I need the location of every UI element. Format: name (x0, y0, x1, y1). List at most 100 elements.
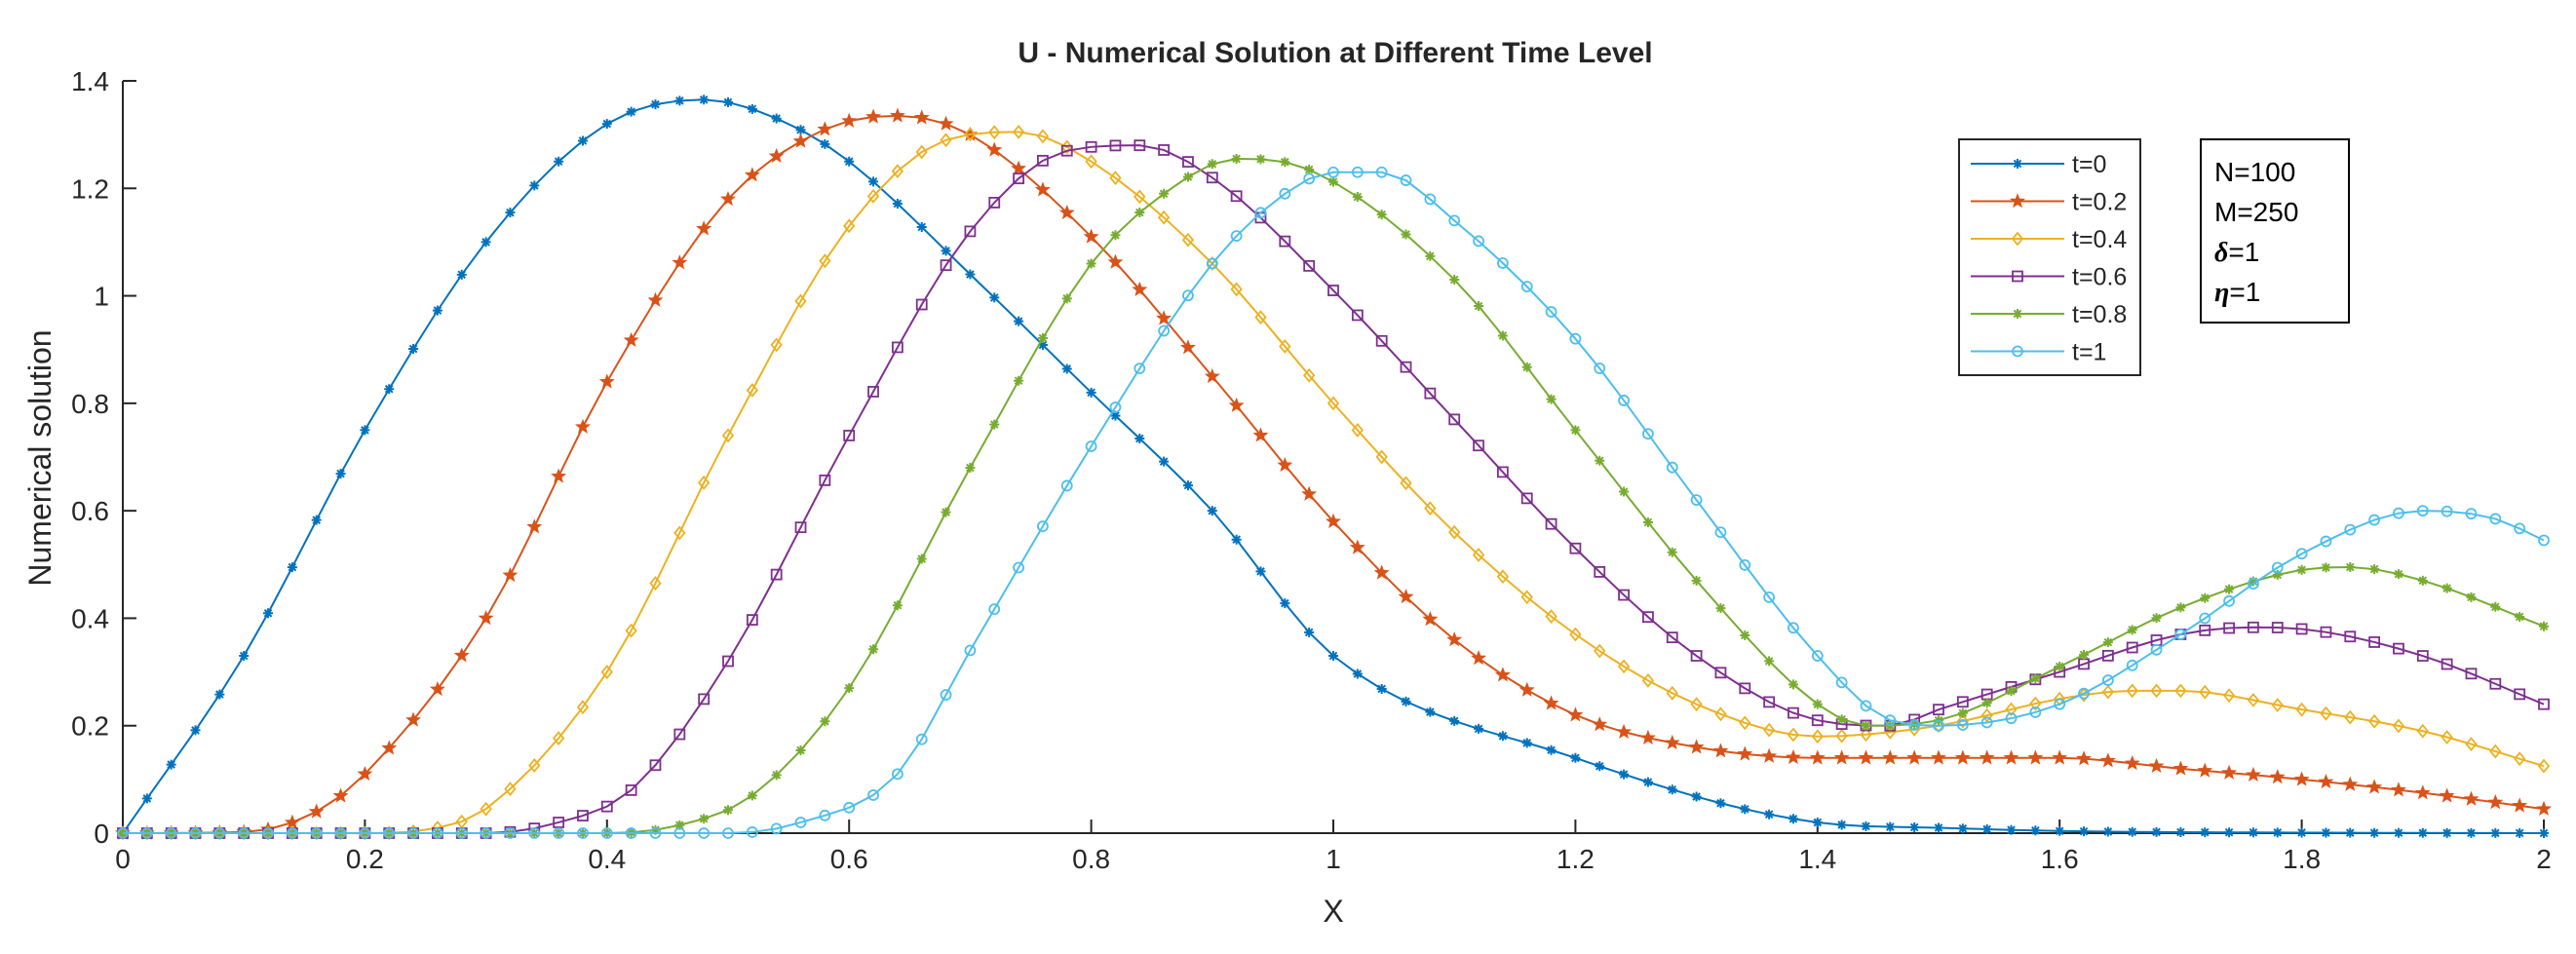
data-point (2271, 622, 2284, 633)
data-point (1690, 494, 1703, 507)
data-point (1159, 456, 1170, 467)
data-point (867, 789, 879, 801)
data-point (1134, 434, 1145, 444)
data-point (432, 827, 443, 839)
data-point (1545, 609, 1557, 624)
y-tick-label: 1 (94, 282, 109, 312)
data-point (2417, 575, 2428, 586)
data-point (2055, 825, 2065, 836)
data-point (1715, 603, 1726, 614)
legend-marker (2010, 193, 2025, 209)
data-point (672, 254, 688, 270)
data-point (2124, 754, 2140, 771)
data-point (552, 731, 565, 746)
data-point (770, 822, 783, 835)
data-point (1981, 823, 1992, 834)
data-point (865, 108, 882, 124)
y-tick-label: 0.2 (71, 711, 109, 742)
data-point (1110, 410, 1121, 421)
data-point (2321, 562, 2331, 573)
legend-entry: t=0.4 (1971, 226, 2127, 253)
data-point (2538, 698, 2550, 710)
data-point (1304, 164, 1315, 174)
data-point (1060, 479, 1073, 492)
data-point (332, 787, 349, 803)
data-point (1666, 461, 1678, 474)
data-point (481, 237, 491, 248)
data-point (2030, 673, 2041, 684)
data-point (1061, 363, 1072, 374)
data-point (357, 765, 373, 782)
data-point (2271, 561, 2284, 574)
data-point (1956, 719, 1969, 731)
data-point (794, 817, 807, 828)
data-point (1496, 466, 1509, 478)
data-point (1352, 192, 1363, 203)
data-point (554, 156, 564, 167)
data-point (2223, 622, 2235, 634)
x-tick-label: 1.8 (2283, 844, 2321, 874)
params-frame (2200, 138, 2350, 324)
data-point (1230, 190, 1243, 203)
data-point (1277, 456, 1293, 473)
data-point (2151, 613, 2162, 624)
legend-label: t=0.4 (2072, 226, 2127, 253)
data-point (2539, 828, 2549, 838)
data-point (1327, 166, 1339, 178)
data-point (965, 463, 976, 474)
x-tick-label: 2 (2536, 844, 2552, 874)
data-point (1567, 706, 1584, 722)
legend-label: t=0.6 (2072, 264, 2127, 291)
data-point (1037, 333, 1048, 344)
data-point (819, 809, 831, 821)
data-point (964, 644, 977, 657)
data-point (553, 827, 565, 839)
data-point (770, 337, 783, 353)
data-point (770, 568, 783, 581)
data-point (1980, 716, 1993, 729)
data-point (746, 826, 758, 838)
data-point (940, 689, 952, 701)
data-point (1764, 809, 1775, 820)
data-point (1715, 798, 1726, 809)
data-point (2393, 827, 2403, 838)
data-point (941, 246, 951, 256)
legend-entry: t=0.2 (1971, 189, 2127, 216)
data-point (2536, 800, 2552, 816)
data-point (1471, 650, 1487, 666)
data-point (1811, 650, 1824, 662)
data-point (1788, 706, 1799, 719)
data-point (1739, 715, 1751, 731)
data-point (1228, 397, 1245, 412)
data-point (2076, 750, 2093, 766)
data-point (722, 655, 734, 668)
legend-label: t=0 (2072, 151, 2106, 178)
data-point (2052, 749, 2068, 765)
data-point (915, 144, 928, 160)
data-point (1861, 720, 1871, 731)
data-point (1400, 476, 1412, 491)
data-point (1254, 310, 1267, 324)
data-point (429, 680, 445, 697)
data-point (1858, 749, 1874, 765)
data-point (794, 293, 807, 309)
data-point (1400, 174, 1412, 186)
data-point (2223, 594, 2235, 607)
data-point (1667, 784, 1677, 795)
data-point (213, 827, 226, 839)
eta-symbol: η (2214, 278, 2229, 308)
data-point (480, 827, 492, 839)
data-point (165, 827, 177, 839)
data-point (819, 253, 831, 269)
data-point (1302, 367, 1316, 383)
data-point (1085, 154, 1097, 170)
data-point (2247, 692, 2260, 707)
x-tick-label: 1.4 (1798, 844, 1836, 874)
data-point (1179, 339, 1196, 355)
data-point (1280, 157, 1290, 168)
data-point (335, 469, 346, 479)
data-point (1252, 427, 1269, 442)
data-point (2174, 683, 2187, 699)
data-point (2296, 564, 2307, 575)
data-point (529, 180, 540, 191)
